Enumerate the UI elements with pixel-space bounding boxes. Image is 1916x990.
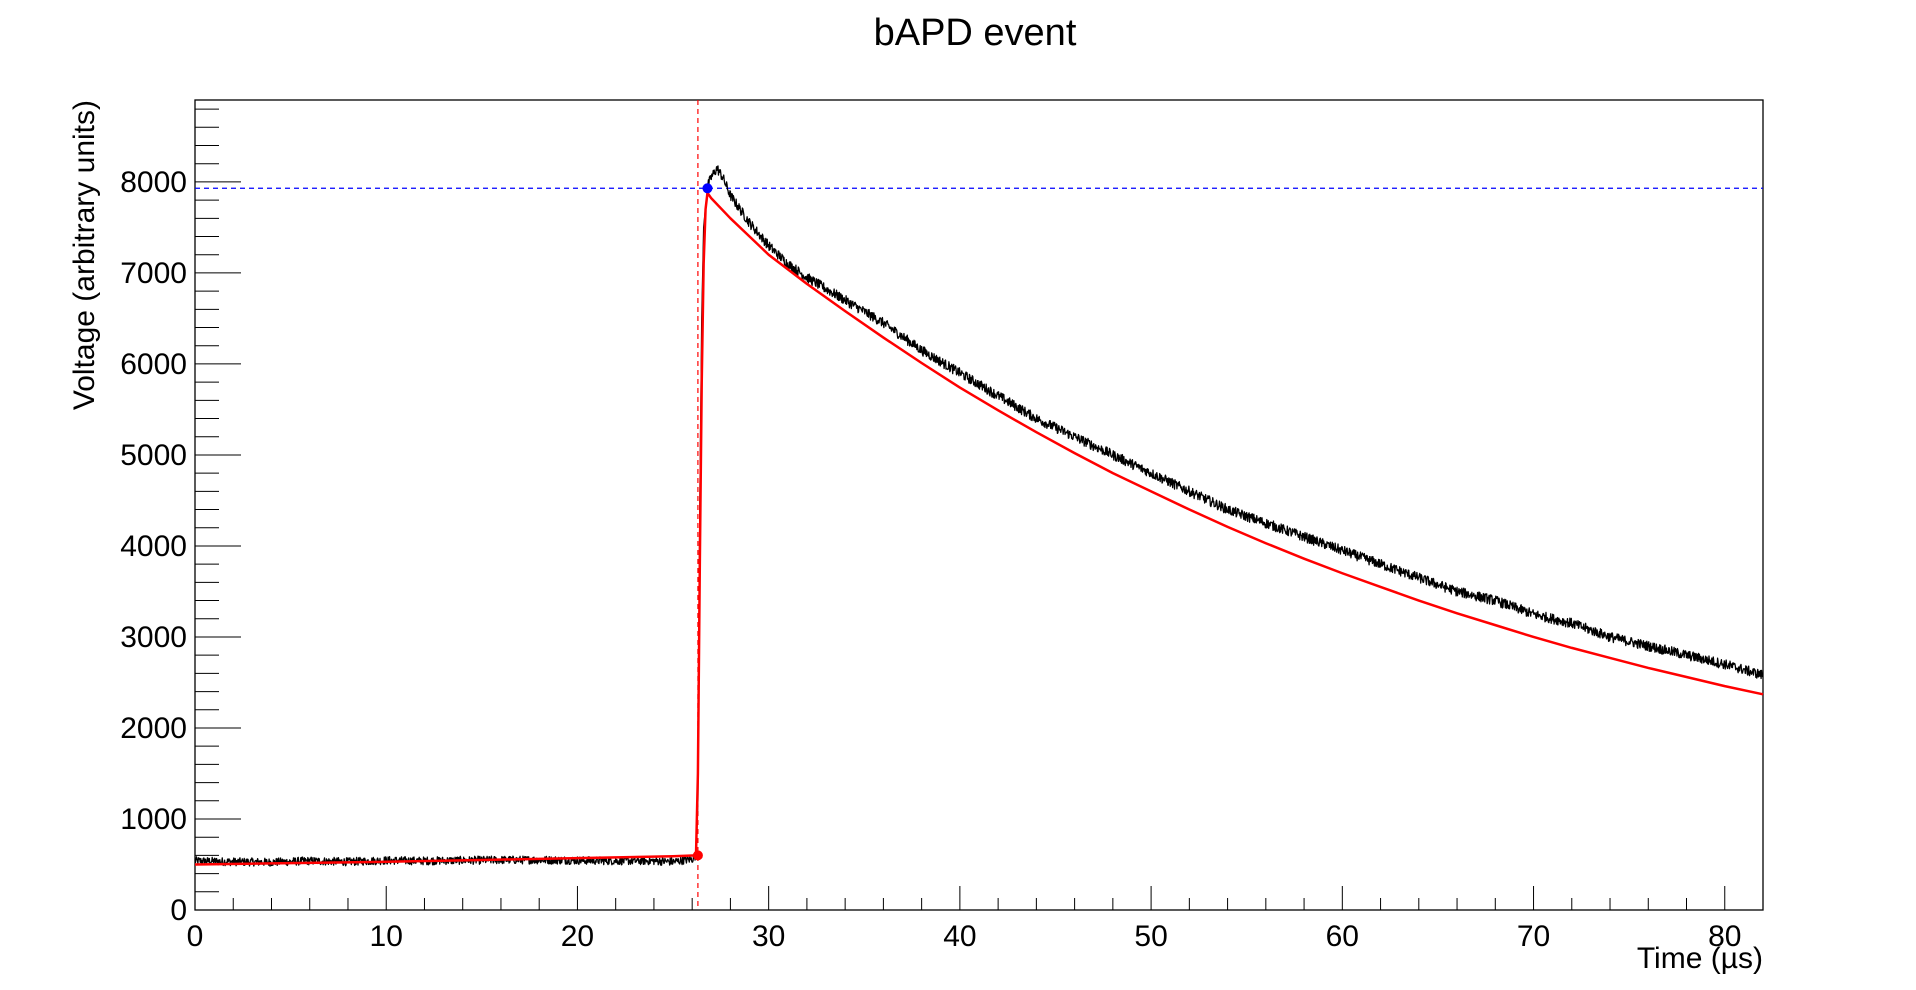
x-tick-label: 40 [943,920,976,953]
peak-marker [702,183,713,194]
plot-frame [194,99,1764,911]
x-tick-label: 60 [1326,920,1359,953]
x-tick-label: 10 [370,920,403,953]
x-axis-label: Time (µs) [1637,942,1763,975]
start-marker [692,850,703,861]
y-tick-label: 4000 [120,530,187,563]
y-axis-label: Voltage (arbitrary units) [68,100,101,410]
x-tick-label: 80 [1708,920,1741,953]
chart-title: bAPD event [874,12,1077,54]
y-tick-label: 7000 [120,257,187,290]
y-tick-label: 1000 [120,803,187,836]
y-tick-label: 6000 [120,348,187,381]
plot-area: 0 10 20 30 40 50 60 70 80 0 1000 2000 3000 4000 5000 60… [120,99,1764,953]
fit-series-line [194,191,1764,866]
y-tick-label: 8000 [120,166,187,199]
y-tick-label: 5000 [120,439,187,472]
x-tick-label: 70 [1517,920,1550,953]
y-tick-label: 3000 [120,621,187,654]
x-tick-label: 50 [1134,920,1167,953]
y-tick-label: 0 [170,894,187,927]
x-tick-label: 0 [187,920,204,953]
x-tick-label: 20 [561,920,594,953]
y-tick-label: 2000 [120,712,187,745]
x-tick-label: 30 [752,920,785,953]
